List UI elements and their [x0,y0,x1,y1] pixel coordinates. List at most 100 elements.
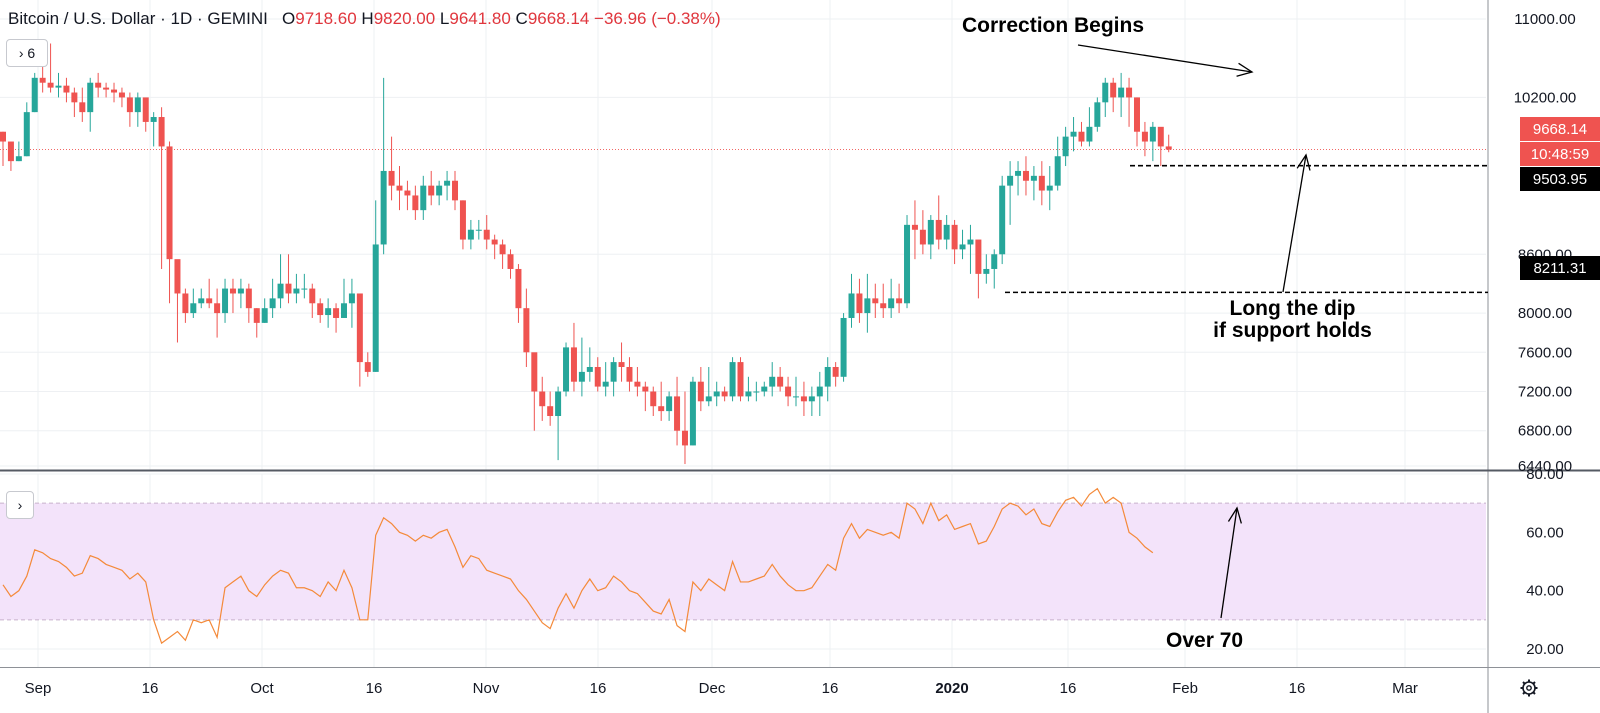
candle [594,357,601,392]
candle-body [71,92,78,103]
candle-body [1118,87,1125,98]
candle-body [808,396,815,402]
collapse-indicators-button[interactable]: › 6 [6,39,48,67]
candle-body [348,293,355,304]
candle-body [459,200,466,240]
candle [586,347,593,382]
candle-body [967,239,974,245]
time-tick-label: Sep [25,680,52,697]
candle-body [237,288,244,294]
gear-icon[interactable] [1520,679,1538,697]
candle-body [896,298,903,304]
candle-body [412,195,419,211]
candle-body [848,293,855,318]
candle [436,180,443,206]
candle-body [396,185,403,191]
candle [793,376,799,407]
candle-body [975,239,982,274]
time-tick-label: 16 [822,680,839,697]
candle-body [824,366,831,387]
chart-header: Bitcoin / U.S. Dollar · 1D · GEMINI O971… [8,9,721,28]
support-arrow [1282,153,1311,293]
correction-arrow [1077,44,1254,77]
candle [872,283,879,318]
candle-body [277,283,284,299]
candle [198,288,205,309]
candle-body [1141,131,1148,142]
price-tick-label: 6800.00 [1518,423,1572,440]
candle [95,72,102,98]
candle [1054,136,1061,191]
candle-body [674,396,681,431]
candle [531,352,538,431]
collapse-rsi-button[interactable]: › [6,491,34,519]
candle [681,391,688,465]
candle [420,175,427,220]
candle-body [618,362,625,367]
candle-body [1157,126,1164,147]
candle [23,102,30,157]
candle [285,254,292,304]
time-tick-label: 2020 [935,680,968,697]
open-value: 9718.60 [295,9,357,28]
candle-body [404,190,411,196]
candle [515,264,522,323]
candle [182,288,189,323]
candle-body [602,381,609,387]
candle [134,92,141,127]
time-tick-label: Dec [699,680,726,697]
time-tick-label: Feb [1172,680,1198,697]
candle-body [182,293,189,314]
candle [491,234,498,260]
candle-body [570,347,577,382]
candle-body [87,82,94,113]
candle [1015,161,1022,196]
candle [309,283,316,318]
candle [31,72,38,113]
candle-body [206,298,213,304]
candle-body [594,366,601,387]
candle [745,376,752,402]
candle-body [1078,131,1085,142]
time-tick-label: 16 [1289,680,1306,697]
candle [475,219,482,240]
candle-body [150,117,157,122]
candle [1038,161,1045,206]
candle-body [745,391,752,397]
candle-body [634,381,641,387]
candle [1133,97,1140,147]
candle [824,357,831,402]
candle-body [658,406,665,412]
candle-body [705,396,712,402]
candle [459,200,466,250]
candle [610,357,617,397]
rsi-tick-label: 80.00 [1526,466,1564,483]
rsi-tick-label: 40.00 [1526,583,1564,600]
candle-body [1007,175,1014,186]
candle-body [0,131,6,142]
candle [975,239,982,299]
price-tick-label: 7200.00 [1518,384,1572,401]
candle-body [1054,156,1061,186]
candle-body [1165,146,1172,150]
candle-body [753,391,760,393]
candle [626,357,633,392]
candle-body [888,298,895,309]
time-tick-label: 16 [590,680,607,697]
candle-body [927,219,934,245]
candle-body [681,430,688,446]
long-dip-annotation: Long the dip if support holds [1213,297,1372,342]
candle-body [563,347,570,392]
candle-body [1110,82,1117,98]
candle [935,195,942,250]
candle [87,77,94,132]
candle [602,362,609,397]
candle [721,386,728,402]
candle [658,381,665,421]
candle [111,82,118,103]
candle-body [1102,82,1109,103]
candle-body [7,141,14,162]
candle [674,376,681,446]
candle-body [713,391,720,397]
